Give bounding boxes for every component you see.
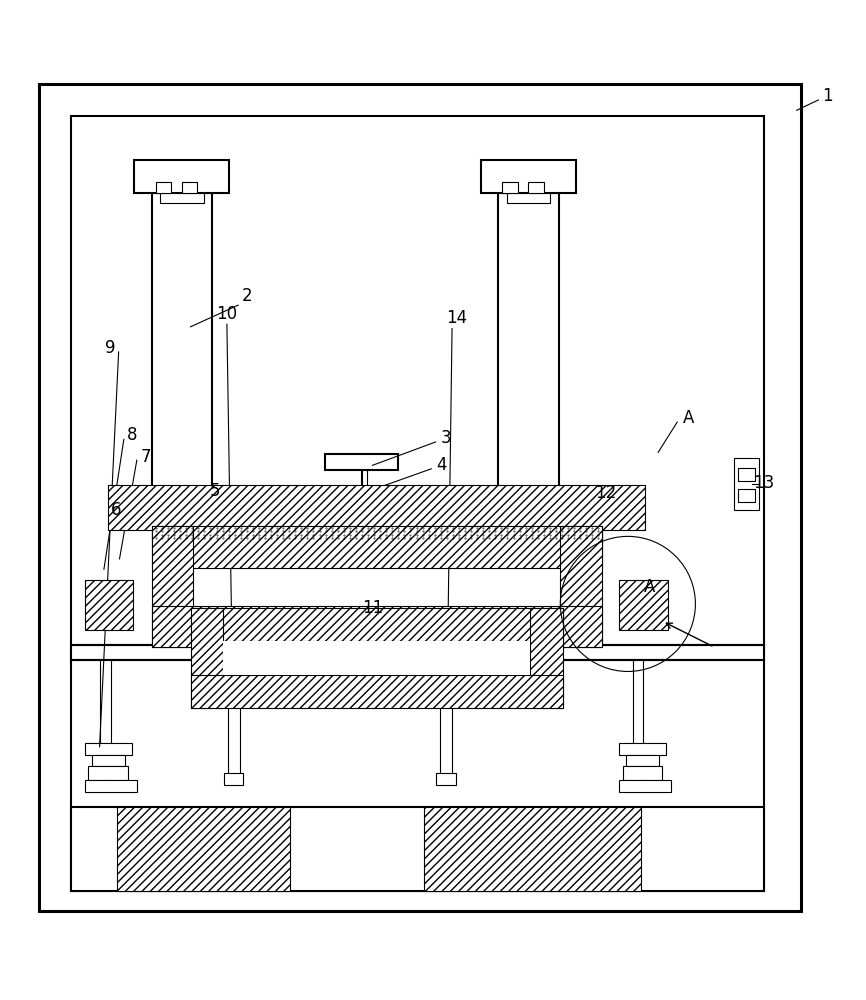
- Bar: [85, 580, 133, 630]
- Bar: [619, 580, 668, 630]
- Bar: [92, 755, 125, 766]
- Bar: [619, 780, 671, 792]
- Bar: [152, 526, 193, 647]
- Bar: [619, 743, 666, 755]
- Bar: [191, 608, 563, 641]
- Bar: [223, 641, 530, 675]
- Bar: [152, 526, 602, 568]
- Text: 10: 10: [216, 305, 237, 323]
- Bar: [152, 193, 212, 522]
- Text: 2: 2: [242, 287, 252, 305]
- Bar: [358, 544, 372, 553]
- Text: 1: 1: [823, 87, 833, 105]
- Text: 7: 7: [140, 448, 151, 466]
- Text: 3: 3: [441, 429, 451, 447]
- Bar: [424, 807, 641, 891]
- Text: 14: 14: [446, 309, 467, 327]
- Bar: [191, 675, 563, 708]
- Text: 5: 5: [210, 482, 220, 500]
- Bar: [85, 743, 132, 755]
- Bar: [738, 468, 755, 481]
- Bar: [224, 773, 243, 785]
- Bar: [156, 182, 171, 193]
- Bar: [530, 608, 563, 708]
- Bar: [436, 773, 456, 785]
- Bar: [502, 182, 518, 193]
- Bar: [528, 182, 544, 193]
- Text: 4: 4: [436, 456, 447, 474]
- Bar: [325, 454, 398, 470]
- Text: 13: 13: [753, 474, 774, 492]
- Bar: [481, 160, 576, 193]
- Bar: [734, 458, 759, 510]
- Bar: [71, 116, 764, 891]
- Bar: [560, 526, 602, 647]
- Text: A: A: [682, 409, 695, 427]
- Bar: [182, 182, 197, 193]
- Bar: [88, 766, 128, 780]
- Bar: [355, 530, 374, 546]
- Text: A: A: [643, 578, 656, 596]
- Bar: [626, 755, 659, 766]
- Bar: [152, 526, 602, 539]
- Bar: [507, 193, 550, 203]
- Bar: [191, 608, 223, 708]
- Bar: [351, 523, 394, 539]
- Bar: [738, 489, 755, 502]
- Bar: [117, 807, 290, 891]
- Bar: [71, 645, 764, 660]
- Bar: [71, 807, 764, 891]
- Text: 6: 6: [111, 501, 121, 519]
- Bar: [152, 606, 602, 647]
- Bar: [633, 660, 643, 747]
- Bar: [160, 193, 204, 203]
- Text: 8: 8: [126, 426, 137, 444]
- Bar: [39, 84, 801, 911]
- Bar: [498, 193, 559, 522]
- Text: 12: 12: [596, 484, 617, 502]
- Text: 11: 11: [362, 599, 383, 617]
- Bar: [134, 160, 229, 193]
- Bar: [108, 485, 645, 530]
- Text: 9: 9: [105, 339, 115, 357]
- Bar: [100, 660, 111, 747]
- Bar: [623, 766, 662, 780]
- Bar: [85, 780, 137, 792]
